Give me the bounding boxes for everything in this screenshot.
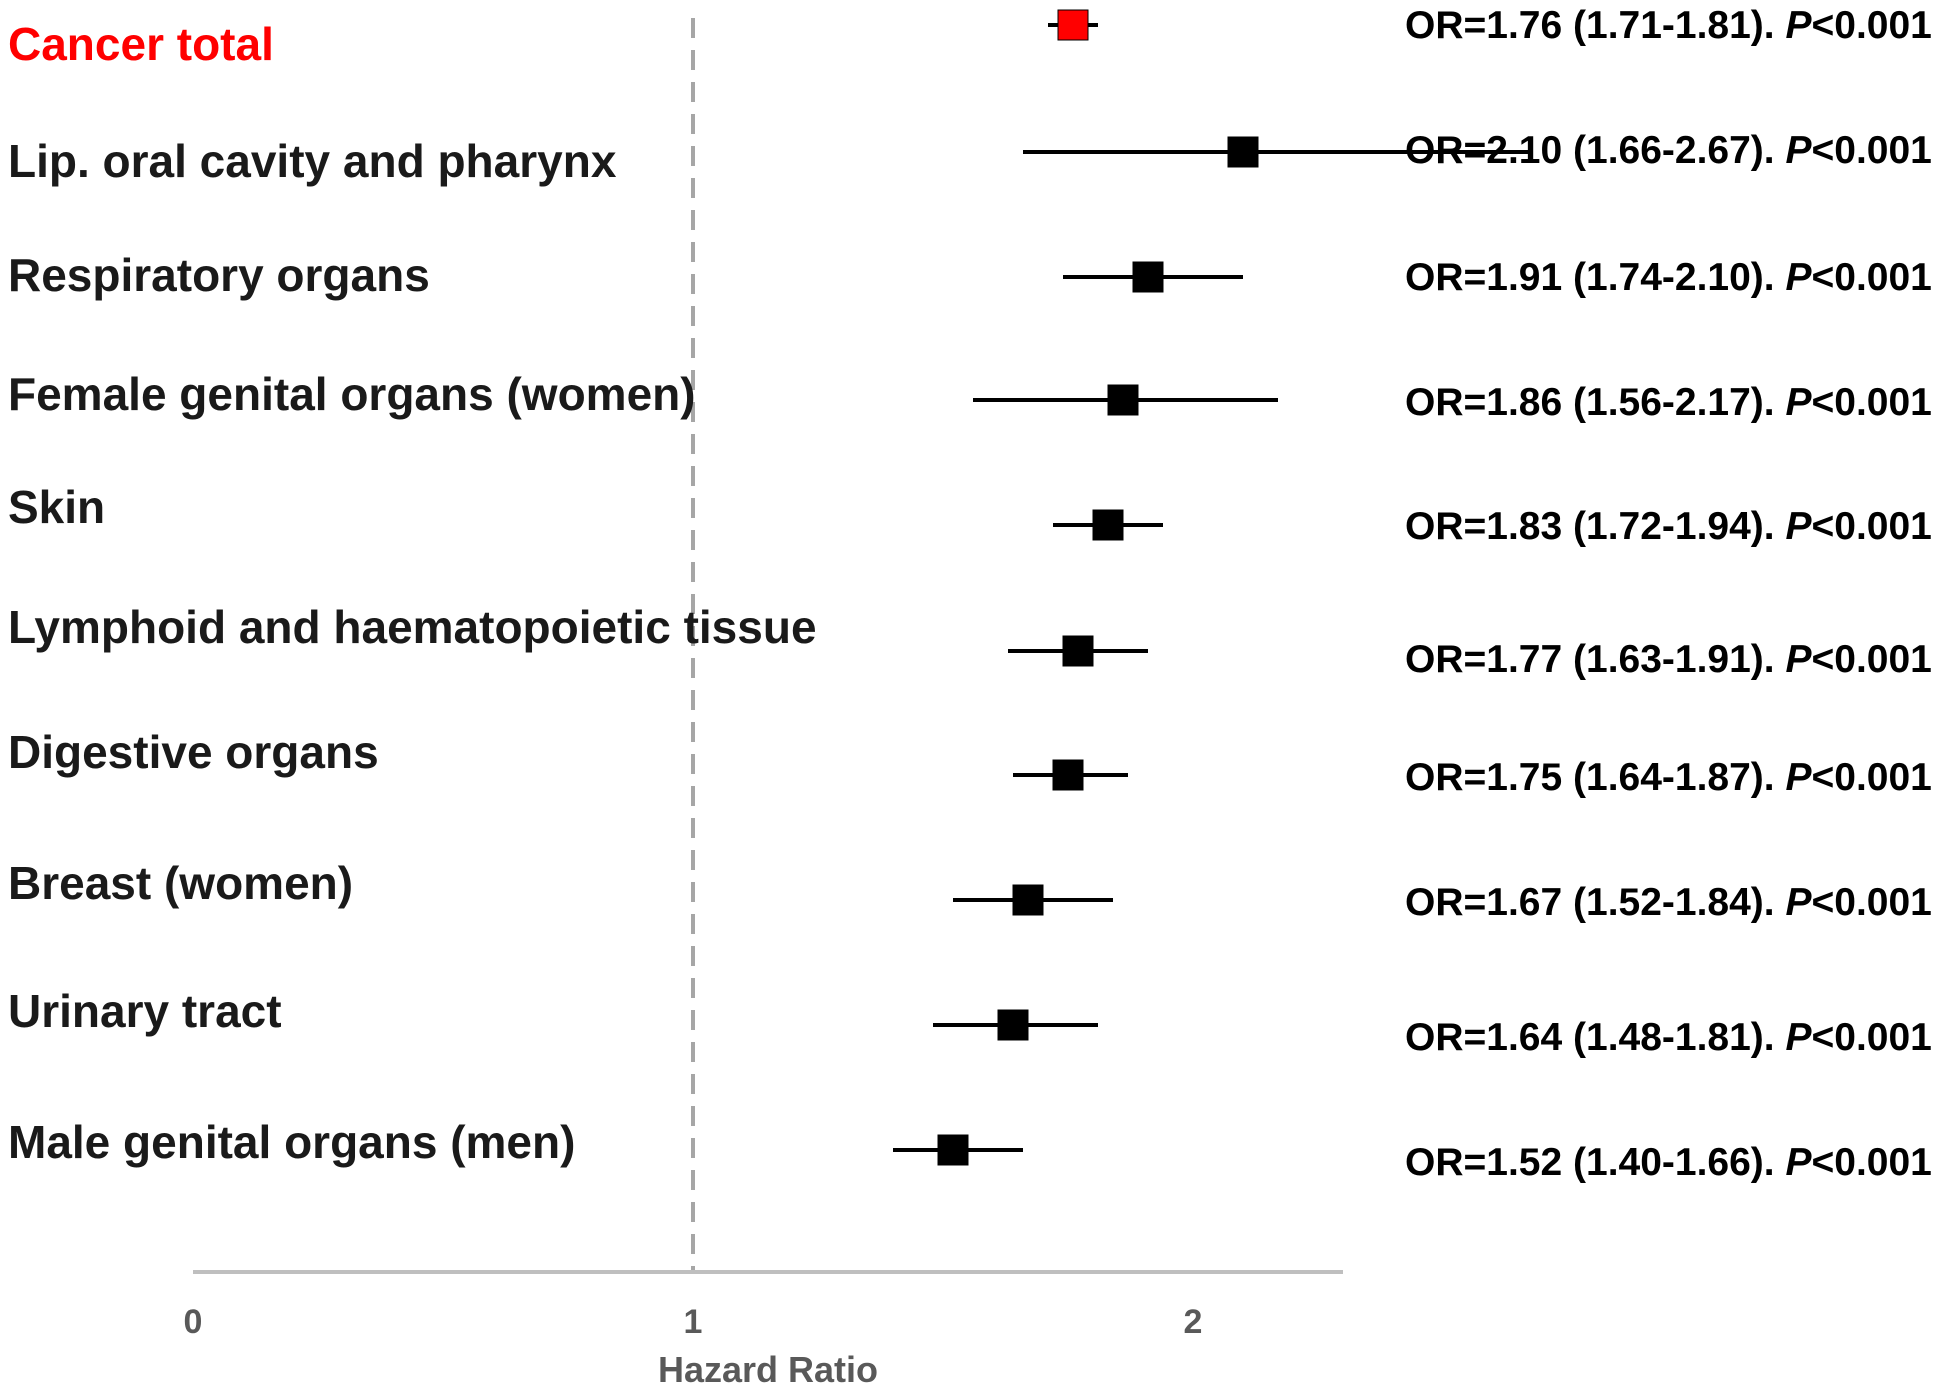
or-stat-label: OR=1.83 (1.72-1.94). P<0.001 [1405, 505, 1932, 548]
estimate-marker [1057, 9, 1089, 41]
forest-row: Breast (women) OR=1.67 (1.52-1.84). P<0.0… [8, 857, 1932, 924]
forest-row: Lip. oral cavity and pharynx OR=2.10 (1.6… [8, 129, 1932, 187]
p-value: <0.001 [1811, 881, 1931, 924]
row-label: Respiratory organs [8, 249, 430, 301]
p-symbol: P [1785, 4, 1812, 47]
row-label: Digestive organs [8, 726, 379, 778]
or-stat-label: OR=1.67 (1.52-1.84). P<0.001 [1405, 881, 1932, 924]
row-label: Breast (women) [8, 857, 353, 909]
or-ci-text: OR=1.64 (1.48-1.81). [1405, 1016, 1785, 1059]
x-tick-label: 2 [1184, 1303, 1203, 1341]
p-value: <0.001 [1811, 1016, 1931, 1059]
p-symbol: P [1785, 256, 1812, 299]
estimate-marker [997, 1009, 1029, 1041]
or-stat-label: OR=1.64 (1.48-1.81). P<0.001 [1405, 1016, 1932, 1059]
p-value: <0.001 [1811, 381, 1931, 424]
p-value: <0.001 [1811, 4, 1931, 47]
or-stat-label: OR=1.52 (1.40-1.66). P<0.001 [1405, 1141, 1932, 1184]
or-stat-label: OR=1.77 (1.63-1.91). P<0.001 [1405, 638, 1932, 681]
or-ci-text: OR=1.83 (1.72-1.94). [1405, 505, 1785, 548]
estimate-marker [1052, 759, 1084, 791]
p-symbol: P [1785, 1016, 1812, 1059]
or-stat-label: OR=2.10 (1.66-2.67). P<0.001 [1405, 129, 1932, 172]
p-symbol: P [1785, 129, 1812, 172]
p-symbol: P [1785, 756, 1812, 799]
or-ci-text: OR=1.52 (1.40-1.66). [1405, 1141, 1785, 1184]
or-stat-label: OR=1.75 (1.64-1.87). P<0.001 [1405, 756, 1932, 799]
or-ci-text: OR=1.75 (1.64-1.87). [1405, 756, 1785, 799]
x-tick-label: 0 [184, 1303, 203, 1341]
row-label: Lip. oral cavity and pharynx [8, 135, 617, 187]
estimate-marker [1092, 509, 1124, 541]
or-ci-text: OR=1.67 (1.52-1.84). [1405, 881, 1785, 924]
estimate-marker [1062, 635, 1094, 667]
p-symbol: P [1785, 505, 1812, 548]
or-stat-label: OR=1.76 (1.71-1.81). P<0.001 [1405, 4, 1932, 47]
or-ci-text: OR=2.10 (1.66-2.67). [1405, 129, 1785, 172]
row-label: Cancer total [8, 18, 274, 70]
p-symbol: P [1785, 1141, 1812, 1184]
or-ci-text: OR=1.76 (1.71-1.81). [1405, 4, 1785, 47]
row-label: Urinary tract [8, 985, 282, 1037]
estimate-marker [1012, 884, 1044, 916]
p-value: <0.001 [1811, 1141, 1931, 1184]
row-label: Female genital organs (women) [8, 368, 696, 420]
p-symbol: P [1785, 381, 1812, 424]
forest-row: Cancer total OR=1.76 (1.71-1.81). P<0.001 [8, 4, 1932, 70]
row-label: Skin [8, 481, 105, 533]
x-axis-title: Hazard Ratio [658, 1349, 878, 1390]
forest-row: Female genital organs (women) OR=1.86 (1.… [8, 368, 1932, 424]
p-value: <0.001 [1811, 129, 1931, 172]
p-value: <0.001 [1811, 505, 1931, 548]
or-stat-label: OR=1.91 (1.74-2.10). P<0.001 [1405, 256, 1932, 299]
forest-row: Lymphoid and haematopoietic tissue OR=1.7… [8, 601, 1932, 681]
forest-row: Respiratory organs OR=1.91 (1.74-2.10). P… [8, 249, 1932, 301]
estimate-marker [1107, 384, 1139, 416]
forest-row: Skin OR=1.83 (1.72-1.94). P<0.001 [8, 481, 1932, 548]
estimate-marker [937, 1134, 969, 1166]
p-value: <0.001 [1811, 756, 1931, 799]
p-symbol: P [1785, 881, 1812, 924]
or-ci-text: OR=1.91 (1.74-2.10). [1405, 256, 1785, 299]
or-ci-text: OR=1.77 (1.63-1.91). [1405, 638, 1785, 681]
row-label: Lymphoid and haematopoietic tissue [8, 601, 817, 653]
forest-row: Urinary tract OR=1.64 (1.48-1.81). P<0.00… [8, 985, 1932, 1059]
estimate-marker [1227, 136, 1259, 168]
p-symbol: P [1785, 638, 1812, 681]
or-stat-label: OR=1.86 (1.56-2.17). P<0.001 [1405, 381, 1932, 424]
estimate-marker [1132, 261, 1164, 293]
x-tick-label: 1 [684, 1303, 703, 1341]
p-value: <0.001 [1811, 256, 1931, 299]
p-value: <0.001 [1811, 638, 1931, 681]
forest-row: Male genital organs (men) OR=1.52 (1.40-1… [8, 1116, 1932, 1184]
or-ci-text: OR=1.86 (1.56-2.17). [1405, 381, 1785, 424]
forest-row: Digestive organs OR=1.75 (1.64-1.87). P<0… [8, 726, 1932, 799]
row-label: Male genital organs (men) [8, 1116, 575, 1168]
